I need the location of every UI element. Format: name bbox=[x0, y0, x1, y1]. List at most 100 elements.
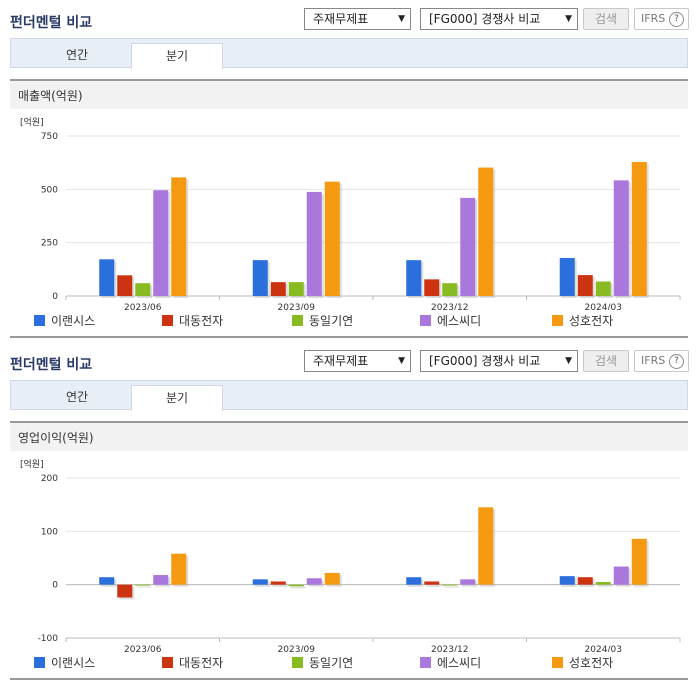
legend-label: 동일기연 bbox=[309, 314, 354, 328]
y-tick-label: 250 bbox=[41, 239, 58, 249]
y-tick-label: 200 bbox=[41, 474, 58, 484]
legend-swatch bbox=[420, 315, 431, 326]
legend-item[interactable]: 대동전자 bbox=[162, 312, 223, 329]
bar-shadow bbox=[137, 586, 153, 588]
peer-group-select[interactable]: [FG000] 경쟁사 비교 ▼ bbox=[420, 350, 578, 372]
bar[interactable] bbox=[117, 275, 133, 296]
legend-item[interactable]: 이랜시스 bbox=[34, 312, 95, 329]
bar-shadow bbox=[597, 584, 613, 587]
y-tick-label: 500 bbox=[41, 185, 58, 195]
bar[interactable] bbox=[460, 197, 476, 296]
bar[interactable] bbox=[595, 281, 611, 296]
bar[interactable] bbox=[577, 577, 593, 585]
bar[interactable] bbox=[288, 282, 304, 296]
unit-label: [억원] bbox=[20, 458, 44, 470]
chart-legend: 이랜시스 대동전자 동일기연 에스씨디 성호전자 bbox=[0, 312, 696, 330]
bar[interactable] bbox=[442, 283, 458, 296]
bar[interactable] bbox=[424, 279, 440, 296]
bar[interactable] bbox=[478, 167, 494, 296]
chart-header: 영업이익(억원) bbox=[10, 421, 688, 451]
chevron-down-icon: ▼ bbox=[398, 14, 405, 24]
ifrs-button[interactable]: IFRS? bbox=[634, 8, 689, 30]
bar[interactable] bbox=[631, 538, 647, 585]
bar[interactable] bbox=[135, 283, 151, 296]
operating-profit-bar-chart: [억원] -100 0 100 200 2023/06 2023/09 2023/12 2024… bbox=[20, 458, 681, 652]
legend-swatch bbox=[420, 657, 431, 668]
legend-item[interactable]: 성호전자 bbox=[552, 312, 613, 329]
tab-annual[interactable]: 연간 bbox=[65, 48, 89, 62]
bar[interactable] bbox=[324, 181, 340, 296]
statement-select[interactable]: 주재무제표 ▼ bbox=[304, 350, 411, 372]
search-button[interactable]: 검색 bbox=[583, 350, 629, 372]
bar[interactable] bbox=[99, 577, 115, 585]
tab-quarterly[interactable]: 분기 bbox=[131, 385, 223, 411]
bar[interactable] bbox=[406, 260, 422, 296]
x-tick-label: 2023/06 bbox=[124, 645, 162, 652]
bar[interactable] bbox=[252, 260, 268, 296]
y-tick-label: -100 bbox=[38, 634, 59, 644]
legend-swatch bbox=[162, 657, 173, 668]
x-tick-label: 2023/09 bbox=[278, 303, 316, 310]
search-button[interactable]: 검색 bbox=[583, 8, 629, 30]
bar[interactable] bbox=[288, 584, 304, 587]
bar[interactable] bbox=[270, 581, 286, 585]
help-icon[interactable]: ? bbox=[669, 354, 684, 369]
legend-swatch bbox=[552, 315, 563, 326]
divider bbox=[10, 336, 688, 338]
bar[interactable] bbox=[577, 275, 593, 296]
bar[interactable] bbox=[306, 191, 322, 296]
bar[interactable] bbox=[306, 578, 322, 585]
bar[interactable] bbox=[270, 282, 286, 296]
tab-quarterly[interactable]: 분기 bbox=[131, 43, 223, 69]
bar[interactable] bbox=[559, 576, 575, 585]
bar[interactable] bbox=[324, 572, 340, 585]
legend-item[interactable]: 성호전자 bbox=[552, 654, 613, 671]
legend-item[interactable]: 대동전자 bbox=[162, 654, 223, 671]
bar[interactable] bbox=[99, 259, 115, 296]
bar[interactable] bbox=[442, 584, 458, 586]
bar[interactable] bbox=[613, 566, 629, 585]
bar[interactable] bbox=[153, 190, 169, 296]
bar[interactable] bbox=[478, 507, 494, 585]
bar-shadow bbox=[426, 583, 442, 587]
bar[interactable] bbox=[631, 162, 647, 296]
legend-item[interactable]: 에스씨디 bbox=[420, 312, 481, 329]
bar[interactable] bbox=[595, 582, 611, 585]
bar[interactable] bbox=[559, 258, 575, 296]
legend-label: 성호전자 bbox=[569, 314, 614, 328]
legend-swatch bbox=[162, 315, 173, 326]
bar[interactable] bbox=[135, 584, 151, 586]
bar[interactable] bbox=[117, 584, 133, 598]
x-tick-label: 2023/12 bbox=[431, 303, 468, 310]
y-tick-label: 0 bbox=[52, 292, 58, 302]
help-icon[interactable]: ? bbox=[669, 12, 684, 27]
legend-label: 동일기연 bbox=[309, 656, 354, 670]
bar[interactable] bbox=[171, 177, 187, 296]
statement-select[interactable]: 주재무제표 ▼ bbox=[304, 8, 411, 30]
legend-item[interactable]: 이랜시스 bbox=[34, 654, 95, 671]
legend-swatch bbox=[34, 657, 45, 668]
chevron-down-icon: ▼ bbox=[565, 14, 572, 24]
bar[interactable] bbox=[153, 575, 169, 585]
tab-annual[interactable]: 연간 bbox=[65, 390, 89, 404]
chart-title: 영업이익(억원) bbox=[18, 431, 94, 445]
revenue-bar-chart: [억원] 0 250 500 750 2023/06 2023/09 2023/12 2024/… bbox=[20, 116, 681, 310]
bar[interactable] bbox=[252, 579, 268, 585]
bar-shadow bbox=[444, 586, 460, 588]
fundamental-panel-operating-profit: 펀더멘털 비교 주재무제표 ▼ [FG000] 경쟁사 비교 ▼ 검색 IFRS? … bbox=[0, 342, 696, 684]
legend-item[interactable]: 에스씨디 bbox=[420, 654, 481, 671]
ifrs-button[interactable]: IFRS? bbox=[634, 350, 689, 372]
legend-swatch bbox=[292, 315, 303, 326]
bar[interactable] bbox=[424, 581, 440, 585]
bar[interactable] bbox=[171, 553, 187, 585]
bar[interactable] bbox=[613, 180, 629, 296]
bar[interactable] bbox=[460, 579, 476, 585]
peer-group-select[interactable]: [FG000] 경쟁사 비교 ▼ bbox=[420, 8, 578, 30]
legend-item[interactable]: 동일기연 bbox=[292, 654, 353, 671]
bar[interactable] bbox=[406, 577, 422, 585]
legend-label: 성호전자 bbox=[569, 656, 614, 670]
y-tick-label: 100 bbox=[41, 527, 58, 537]
legend-item[interactable]: 동일기연 bbox=[292, 312, 353, 329]
x-tick-label: 2023/06 bbox=[124, 303, 162, 310]
x-tick-label: 2024/03 bbox=[585, 303, 622, 310]
